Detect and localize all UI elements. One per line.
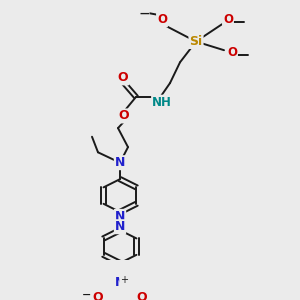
Text: N: N <box>115 210 125 223</box>
Text: N: N <box>115 156 125 169</box>
Text: O: O <box>223 13 233 26</box>
Text: O: O <box>137 291 147 300</box>
Text: NH: NH <box>152 96 172 109</box>
Text: O: O <box>157 14 167 26</box>
Text: O: O <box>118 71 128 84</box>
Text: +: + <box>120 275 128 285</box>
Text: N: N <box>115 277 125 290</box>
Text: —: — <box>139 9 149 19</box>
Text: Si: Si <box>189 35 203 48</box>
Text: −: − <box>82 290 92 300</box>
Text: O: O <box>119 110 129 122</box>
Text: O: O <box>227 46 237 59</box>
Text: N: N <box>115 220 125 233</box>
Text: O: O <box>93 291 103 300</box>
